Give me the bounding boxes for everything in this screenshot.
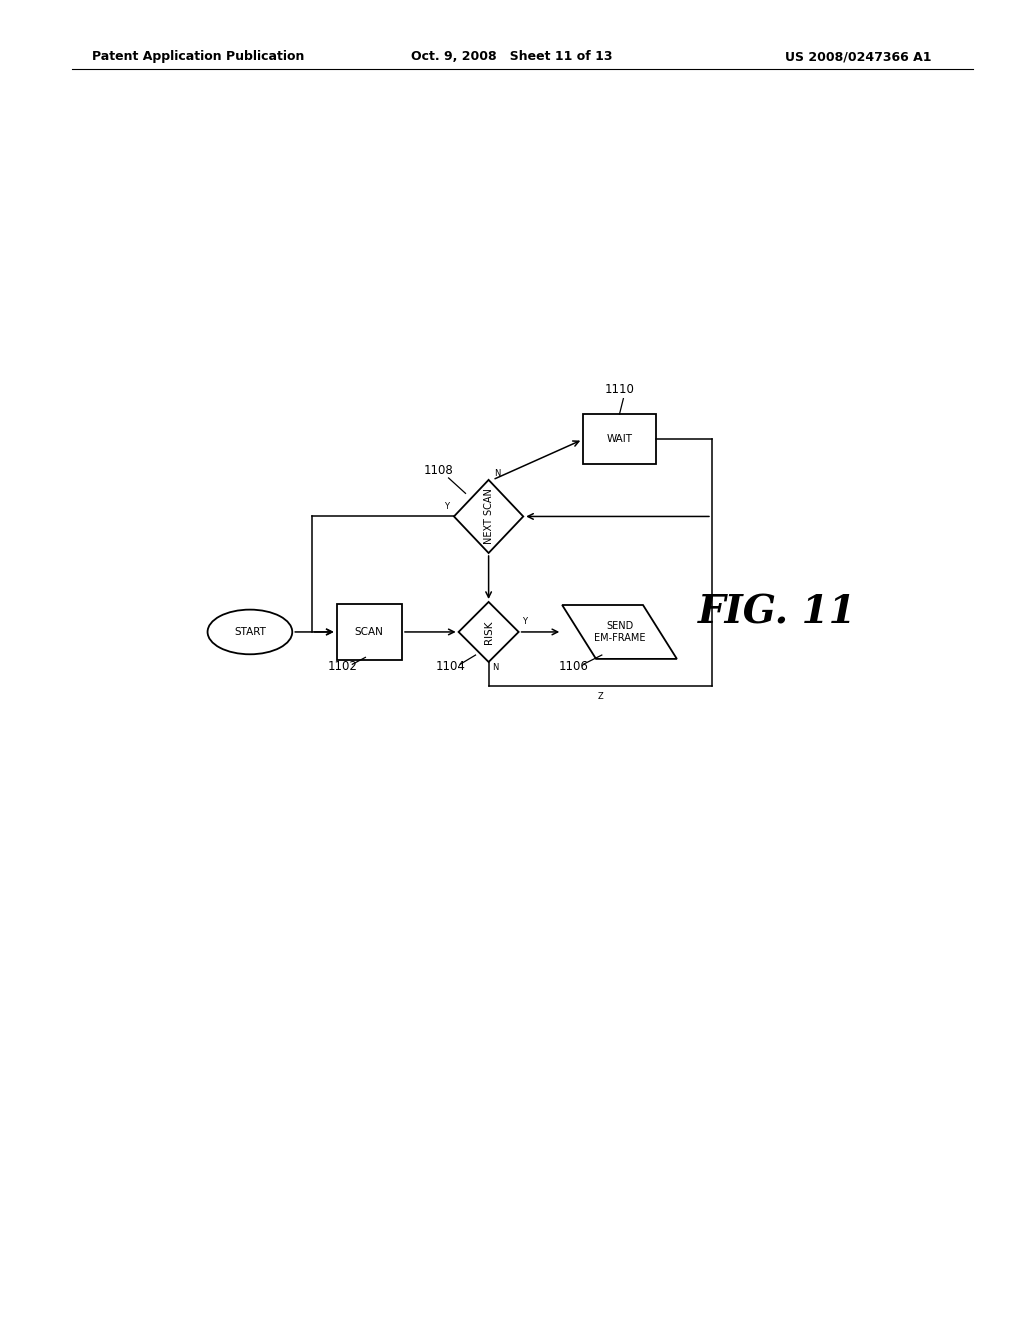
- Text: 1104: 1104: [435, 660, 465, 673]
- Text: START: START: [233, 627, 266, 638]
- Text: Oct. 9, 2008   Sheet 11 of 13: Oct. 9, 2008 Sheet 11 of 13: [412, 50, 612, 63]
- Text: NEXT SCAN: NEXT SCAN: [483, 488, 494, 544]
- Text: SEND
EM-FRAME: SEND EM-FRAME: [594, 622, 645, 643]
- Text: FIG. 11: FIG. 11: [698, 594, 857, 632]
- Text: 1102: 1102: [328, 660, 357, 673]
- Text: 1108: 1108: [424, 465, 454, 477]
- Text: N: N: [494, 469, 501, 478]
- Text: Z: Z: [597, 692, 603, 701]
- Text: Y: Y: [444, 502, 450, 511]
- Text: WAIT: WAIT: [606, 434, 633, 445]
- Text: US 2008/0247366 A1: US 2008/0247366 A1: [785, 50, 932, 63]
- Text: N: N: [493, 663, 499, 672]
- Text: SCAN: SCAN: [355, 627, 384, 638]
- Bar: [337, 605, 402, 660]
- Bar: [583, 414, 656, 465]
- Text: 1106: 1106: [558, 660, 588, 673]
- Text: 1110: 1110: [604, 383, 635, 396]
- Text: RISK: RISK: [483, 620, 494, 644]
- Text: Y: Y: [521, 618, 526, 626]
- Text: Patent Application Publication: Patent Application Publication: [92, 50, 304, 63]
